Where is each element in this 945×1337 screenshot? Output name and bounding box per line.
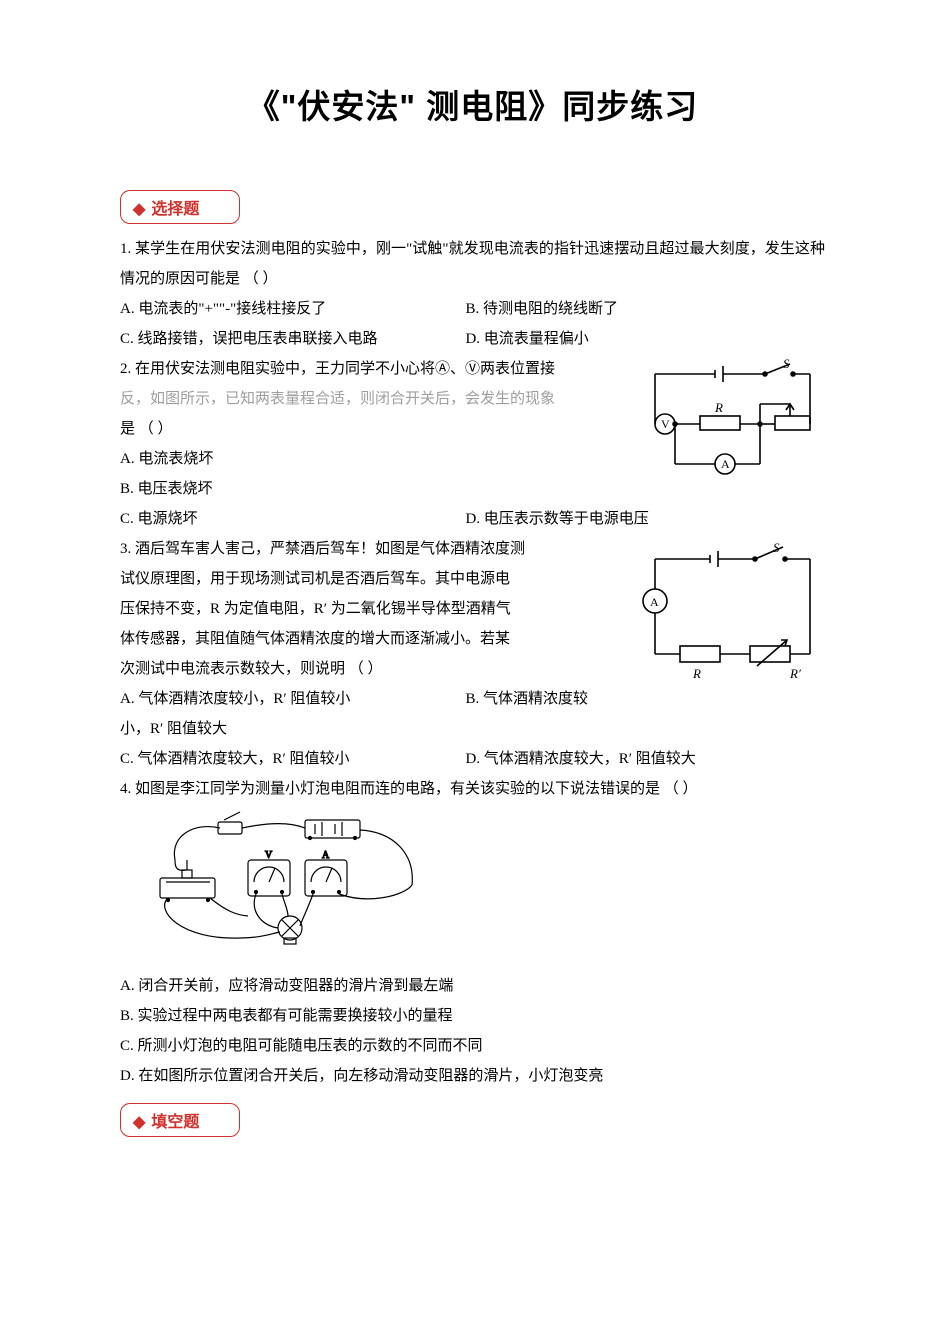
q4-circuit: V A (140, 810, 825, 961)
q2-opt-b: B. 电压表烧坏 (120, 474, 465, 504)
q4-stem: 4. 如图是李江同学为测量小灯泡电阻而连的电路，有关该实验的以下说法错误的是 （… (120, 774, 825, 804)
q4-opt-b: B. 实验过程中两电表都有可能需要换接较小的量程 (120, 1001, 825, 1031)
q1: 1. 某学生在用伏安法测电阻的实验中，刚一"试触"就发现电流表的指针迅速摆动且超… (120, 234, 825, 354)
q3-opt-a: A. 气体酒精浓度较小，R′ 阻值较小 (120, 684, 465, 714)
q1-opt-c: C. 线路接错，误把电压表串联接入电路 (120, 324, 465, 354)
page: 《"伏安法" 测电阻》同步练习 ◆ 选择题 1. 某学生在用伏安法测电阻的实验中，… (0, 0, 945, 1337)
q3-opt-b-part2: 小，R′ 阻值较大 (120, 714, 825, 744)
q3-opt-b-part1: B. 气体酒精浓度较 (465, 684, 810, 714)
q3-opt-c: C. 气体酒精浓度较大，R′ 阻值较小 (120, 744, 465, 774)
q3-options-row2: C. 气体酒精浓度较大，R′ 阻值较小D. 气体酒精浓度较大，R′ 阻值较大 (120, 744, 825, 774)
q1-options-row2: C. 线路接错，误把电压表串联接入电路D. 电流表量程偏小 (120, 324, 825, 354)
q3-label-a: A (650, 595, 659, 609)
q2-circuit: S R V A (635, 354, 825, 484)
q3-label-rp: R′ (789, 666, 801, 681)
q4-opt-c: C. 所测小灯泡的电阻可能随电压表的示数的不同而不同 (120, 1031, 825, 1061)
q2-opt-c: C. 电源烧坏 (120, 504, 465, 534)
q2-label-r: R (714, 400, 723, 415)
q4: 4. 如图是李江同学为测量小灯泡电阻而连的电路，有关该实验的以下说法错误的是 （… (120, 774, 825, 1091)
q4-opt-a: A. 闭合开关前，应将滑动变阻器的滑片滑到最左端 (120, 971, 825, 1001)
q2-circuit-svg: S R V A (635, 354, 825, 484)
section-label-choice: 选择题 (151, 201, 199, 218)
q4-opt-d: D. 在如图所示位置闭合开关后，向左移动滑动变阻器的滑片，小灯泡变亮 (120, 1061, 825, 1091)
q1-opt-a: A. 电流表的"+""-"接线柱接反了 (120, 294, 465, 324)
section-tag-fill: ◆ 填空题 (120, 1103, 240, 1137)
q3-label-r: R (692, 666, 701, 681)
q1-opt-d: D. 电流表量程偏小 (465, 324, 810, 354)
svg-text:A: A (322, 850, 330, 861)
q1-options-row1: A. 电流表的"+""-"接线柱接反了B. 待测电阻的绕线断了 (120, 294, 825, 324)
q2-opt-a: A. 电流表烧坏 (120, 444, 465, 474)
q3-options-row1: A. 气体酒精浓度较小，R′ 阻值较小B. 气体酒精浓度较 (120, 684, 825, 714)
q3: S A R R′ 3. 酒后驾车害人害己，严禁酒后驾车！如图是气体酒精浓度测 试… (120, 534, 825, 774)
q2: S R V A 2. 在用伏安法测电阻实验中，王力同学不小心将Ⓐ、Ⓥ两表位置接 … (120, 354, 825, 534)
diamond-icon-2: ◆ (133, 1114, 145, 1131)
section-label-fill: 填空题 (151, 1114, 199, 1131)
q1-opt-b: B. 待测电阻的绕线断了 (465, 294, 810, 324)
q2-label-a: A (721, 457, 730, 471)
q4-circuit-svg: V A (140, 810, 440, 950)
q3-circuit: S A R R′ (635, 534, 825, 684)
page-title: 《"伏安法" 测电阻》同步练习 (120, 80, 825, 128)
q3-circuit-svg: S A R R′ (635, 534, 825, 684)
q2-label-v: V (661, 417, 670, 431)
section-tag-choice: ◆ 选择题 (120, 190, 240, 224)
q2-opt-d: D. 电压表示数等于电源电压 (465, 504, 810, 534)
q2-label-s: S (783, 356, 790, 371)
diamond-icon: ◆ (133, 201, 145, 218)
q2-options-row2: C. 电源烧坏D. 电压表示数等于电源电压 (120, 504, 825, 534)
q1-stem: 1. 某学生在用伏安法测电阻的实验中，刚一"试触"就发现电流表的指针迅速摆动且超… (120, 234, 825, 294)
q3-label-s: S (773, 540, 780, 555)
q3-opt-d: D. 气体酒精浓度较大，R′ 阻值较大 (465, 744, 810, 774)
svg-text:V: V (265, 850, 273, 861)
